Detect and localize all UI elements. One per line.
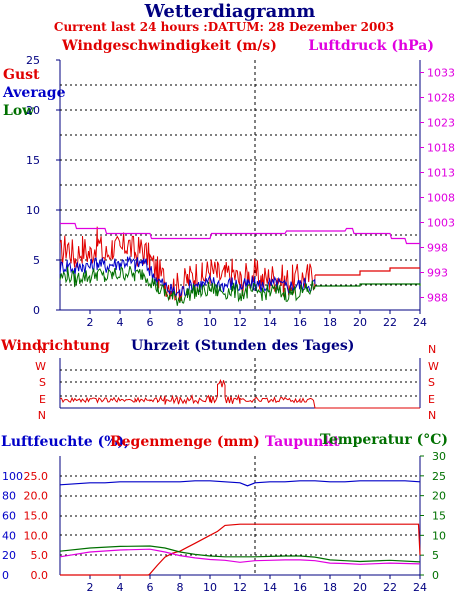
humidity-label: Luftfeuchte (%),: [1, 434, 129, 450]
chart-title: Wetterdiagramm: [144, 1, 316, 22]
legend-gust: Gust: [3, 67, 40, 83]
rain-series: [60, 523, 421, 576]
pressure-tick-label: 1023: [427, 117, 455, 130]
wind-pressure-xtick-label: 24: [413, 316, 427, 329]
pressure-tick-label: 1003: [427, 217, 455, 230]
direction-tick-label-right: W: [428, 360, 439, 373]
wind-pressure-plot: 0510152025988993998100310081013101810231…: [26, 54, 455, 329]
humidity-rain-temp-xtick-label: 18: [323, 581, 337, 594]
humidity-rain-temp-xtick-label: 22: [383, 581, 397, 594]
time-axis-label: Uhrzeit (Stunden des Tages): [131, 338, 354, 354]
direction-tick-label-right: N: [428, 409, 436, 422]
humidity-series: [59, 480, 421, 487]
wind-pressure-xtick-label: 22: [383, 316, 397, 329]
temperature-tick-label: 30: [432, 450, 446, 463]
direction-tick-label-left: N: [38, 343, 46, 356]
direction-tick-label-left: E: [39, 393, 46, 406]
wind-speed-axis-label: Windgeschwindigkeit (m/s): [61, 38, 277, 54]
direction-tick-label-left: N: [38, 409, 46, 422]
gust-series-step: [315, 267, 420, 276]
pressure-tick-label: 1018: [427, 142, 455, 155]
pressure-tick-label: 1008: [427, 192, 455, 205]
humidity-rain-temp-xtick-label: 16: [293, 581, 307, 594]
wind-direction-label: Windrichtung: [0, 338, 110, 354]
humidity-tick-label: 100: [2, 470, 23, 483]
temperature-tick-label: 0: [432, 569, 439, 582]
temperature-series: [59, 545, 421, 563]
dewpoint-label: Taupunkt: [265, 434, 340, 450]
humidity-tick-label: 0: [2, 569, 9, 582]
rain-label: Regenmenge (mm): [110, 434, 260, 450]
pressure-tick-label: 993: [427, 267, 448, 280]
direction-tick-label-right: E: [428, 393, 435, 406]
humidity-rain-temp-xtick-label: 10: [203, 581, 217, 594]
wind-pressure-xtick-label: 8: [177, 316, 184, 329]
legend-low: Low: [3, 103, 35, 119]
low-series-step: [315, 283, 421, 287]
direction-tick-label-left: W: [35, 360, 46, 373]
rain-tick-label: 25.0: [24, 470, 49, 483]
pressure-tick-label: 988: [427, 292, 448, 305]
direction-tick-label-right: S: [428, 376, 435, 389]
rain-tick-label: 5.0: [31, 549, 49, 562]
wind-pressure-xtick-label: 16: [293, 316, 307, 329]
rain-tick-label: 20.0: [24, 490, 49, 503]
pressure-tick-label: 998: [427, 242, 448, 255]
wind-direction-series: [59, 378, 420, 409]
pressure-tick-label: 1013: [427, 167, 455, 180]
wind-speed-tick-label: 5: [33, 254, 40, 267]
legend-average: Average: [2, 85, 66, 101]
temperature-tick-label: 20: [432, 490, 446, 503]
humidity-rain-temp-xtick-label: 2: [87, 581, 94, 594]
humidity-rain-temp-xtick-label: 6: [147, 581, 154, 594]
wind-direction-plot: N NW WS SE EN N: [35, 343, 439, 422]
rain-tick-label: 0.0: [31, 569, 49, 582]
wind-speed-tick-label: 20: [26, 104, 40, 117]
humidity-tick-label: 40: [2, 529, 16, 542]
wind-speed-tick-label: 25: [26, 54, 40, 67]
wind-pressure-xtick-label: 14: [263, 316, 277, 329]
humidity-tick-label: 60: [2, 510, 16, 523]
wind-pressure-xtick-label: 12: [233, 316, 247, 329]
low-series-noisy: [59, 265, 316, 306]
wind-pressure-xtick-label: 20: [353, 316, 367, 329]
wind-pressure-xtick-label: 2: [87, 316, 94, 329]
humidity-rain-temp-xtick-label: 24: [413, 581, 427, 594]
humidity-rain-temp-xtick-label: 20: [353, 581, 367, 594]
humidity-rain-temp-xtick-label: 14: [263, 581, 277, 594]
rain-tick-label: 10.0: [24, 529, 49, 542]
wind-speed-tick-label: 0: [33, 304, 40, 317]
humidity-tick-label: 20: [2, 549, 16, 562]
pressure-series: [60, 222, 420, 245]
humidity-tick-label: 80: [2, 490, 16, 503]
temperature-tick-label: 5: [432, 549, 439, 562]
wind-pressure-xtick-label: 6: [147, 316, 154, 329]
humidity-rain-temp-plot: 0 20 40 60 80 100 0.0 5.0 10.0 15.0 20.0 25.0 0 5 10 15…: [2, 450, 446, 594]
temperature-tick-label: 10: [432, 529, 446, 542]
pressure-tick-label: 1028: [427, 92, 455, 105]
humidity-rain-temp-xtick-label: 8: [177, 581, 184, 594]
pressure-axis-label: Luftdruck (hPa): [308, 38, 434, 54]
humidity-rain-temp-xtick-label: 12: [233, 581, 247, 594]
temperature-tick-label: 25: [432, 470, 446, 483]
pressure-tick-label: 1033: [427, 67, 455, 80]
temperature-tick-label: 15: [432, 510, 446, 523]
temperature-label: Temperatur (°C): [320, 432, 448, 448]
dewpoint-series: [59, 548, 421, 565]
wind-speed-tick-label: 15: [26, 154, 40, 167]
wind-pressure-xtick-label: 10: [203, 316, 217, 329]
rain-tick-label: 15.0: [24, 510, 49, 523]
wind-speed-tick-label: 10: [26, 204, 40, 217]
direction-tick-label-right: N: [428, 343, 436, 356]
humidity-rain-temp-xtick-label: 4: [117, 581, 124, 594]
wind-pressure-xtick-label: 18: [323, 316, 337, 329]
wind-pressure-xtick-label: 4: [117, 316, 124, 329]
gust-series-noisy: [59, 226, 316, 303]
chart-subtitle: Current last 24 hours :DATUM: 28 Dezembe…: [54, 20, 394, 34]
direction-tick-label-left: S: [39, 376, 46, 389]
